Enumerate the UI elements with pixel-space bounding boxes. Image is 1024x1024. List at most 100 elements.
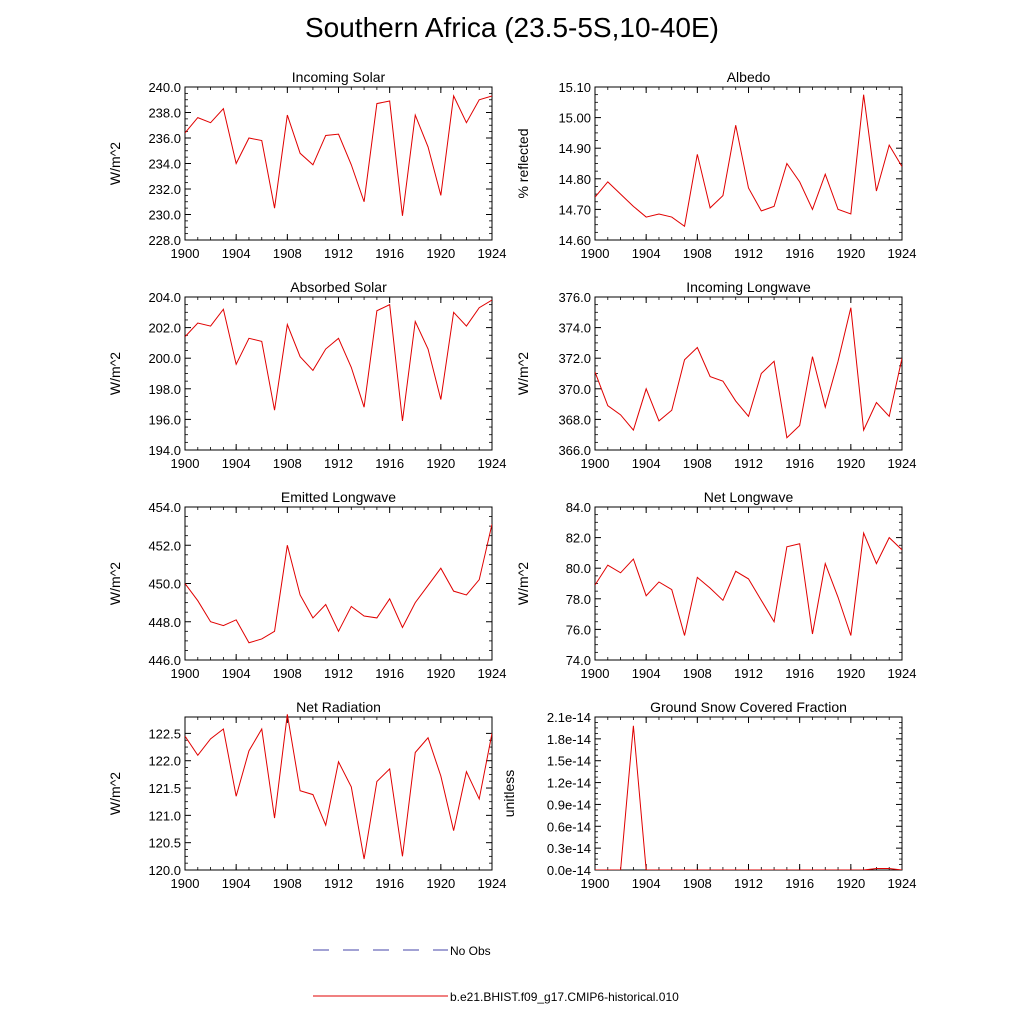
x-tick-label: 1916 [375,666,404,681]
panel-albedo: 1900 1904 1908 1912 1916 1920 1924 14.60 14.70 14… [515,69,916,261]
x-tick-label: 1912 [324,246,353,261]
y-tick-label: 0.6e-14 [547,819,591,834]
y-axis-label: W/m^2 [515,352,531,395]
y-tick-label: 372.0 [558,351,591,366]
plot-frame [184,716,493,871]
y-tick-label: 0.9e-14 [547,797,591,812]
y-tick-label: 240.0 [148,80,181,95]
y-tick-label: 0.0e-14 [547,863,591,878]
x-tick-label: 1900 [171,456,200,471]
x-tick-label: 1904 [632,246,661,261]
y-tick-label: 204.0 [148,290,181,305]
figure-title: Southern Africa (23.5-5S,10-40E) [304,12,719,43]
y-tick-label: 196.0 [148,412,181,427]
x-tick-label: 1904 [222,876,251,891]
x-tick-label: 1920 [836,666,865,681]
x-tick-label: 1920 [836,876,865,891]
x-tick-label: 1924 [478,246,507,261]
y-tick-label: 448.0 [148,615,181,630]
y-tick-label: 74.0 [566,653,591,668]
x-tick-label: 1912 [324,666,353,681]
series-line [185,524,492,644]
panel-ground-snow-covered-fraction: 1900 1904 1908 1912 1916 1920 1924 0.0e-14 0.3e-… [501,699,916,891]
y-tick-label: 0.3e-14 [547,841,591,856]
y-axis-label: W/m^2 [107,352,123,395]
y-tick-label: 14.60 [558,233,591,248]
x-tick-label: 1908 [273,456,302,471]
y-tick-label: 122.0 [148,754,181,769]
x-tick-label: 1916 [785,876,814,891]
y-tick-label: 232.0 [148,182,181,197]
x-tick-label: 1924 [478,456,507,471]
x-tick-label: 1904 [222,456,251,471]
x-tick-label: 1912 [324,456,353,471]
series-line [595,725,902,870]
x-tick-label: 1900 [171,246,200,261]
y-tick-label: 370.0 [558,382,591,397]
plot-frame [184,296,493,451]
x-tick-label: 1904 [222,246,251,261]
x-tick-label: 1920 [836,456,865,471]
y-tick-label: 121.0 [148,808,181,823]
x-tick-label: 1916 [375,876,404,891]
y-tick-label: 194.0 [148,443,181,458]
x-tick-label: 1916 [785,246,814,261]
y-axis-label: unitless [501,770,517,817]
x-tick-label: 1920 [426,246,455,261]
x-tick-label: 1916 [785,666,814,681]
panel-incoming-longwave: 1900 1904 1908 1912 1916 1920 1924 366.0 368.0 37… [515,279,916,471]
x-tick-label: 1924 [478,876,507,891]
x-tick-label: 1908 [273,246,302,261]
y-tick-label: 1.5e-14 [547,754,591,769]
y-tick-label: 15.00 [558,111,591,126]
y-tick-label: 122.5 [148,726,181,741]
y-tick-label: 14.70 [558,202,591,217]
panel-net-longwave: 1900 1904 1908 1912 1916 1920 1924 74.0 76.0 78.0… [515,489,916,681]
y-tick-label: 78.0 [566,592,591,607]
plot-frame [594,506,903,661]
x-tick-label: 1912 [734,666,763,681]
x-tick-label: 1912 [734,246,763,261]
x-tick-label: 1900 [171,666,200,681]
panel-title: Incoming Longwave [686,279,811,295]
panel-absorbed-solar: 1900 1904 1908 1912 1916 1920 1924 194.0 196.0 19… [107,279,506,471]
x-tick-label: 1924 [888,246,917,261]
x-tick-label: 1912 [324,876,353,891]
panel-title: Incoming Solar [292,69,386,85]
y-tick-label: 76.0 [566,622,591,637]
x-tick-label: 1908 [683,456,712,471]
x-tick-label: 1920 [426,456,455,471]
panel-title: Ground Snow Covered Fraction [650,699,847,715]
y-tick-label: 2.1e-14 [547,710,591,725]
x-tick-label: 1904 [632,666,661,681]
y-tick-label: 120.0 [148,863,181,878]
x-tick-label: 1904 [632,456,661,471]
series-line [185,714,492,860]
panel-incoming-solar: 1900 1904 1908 1912 1916 1920 1924 228.0 230.0 23… [107,69,506,261]
y-tick-label: 15.10 [558,80,591,95]
series-line [185,299,492,421]
series-line [595,531,902,636]
x-tick-label: 1916 [375,246,404,261]
panel-title: Net Longwave [704,489,794,505]
plot-frame [594,716,903,871]
y-tick-label: 84.0 [566,500,591,515]
y-tick-label: 14.80 [558,172,591,187]
x-tick-label: 1912 [734,876,763,891]
x-tick-label: 1912 [734,456,763,471]
x-tick-label: 1920 [426,666,455,681]
plot-frame [184,506,493,661]
y-tick-label: 1.8e-14 [547,732,591,747]
panel-title: Albedo [727,69,771,85]
x-tick-label: 1916 [785,456,814,471]
y-axis-label: W/m^2 [515,562,531,605]
x-tick-label: 1916 [375,456,404,471]
y-tick-label: 234.0 [148,157,181,172]
panel-title: Absorbed Solar [290,279,387,295]
x-tick-label: 1924 [888,456,917,471]
x-tick-label: 1924 [888,666,917,681]
y-axis-label: W/m^2 [107,772,123,815]
y-axis-label: W/m^2 [107,142,123,185]
y-tick-label: 374.0 [558,321,591,336]
y-tick-label: 454.0 [148,500,181,515]
